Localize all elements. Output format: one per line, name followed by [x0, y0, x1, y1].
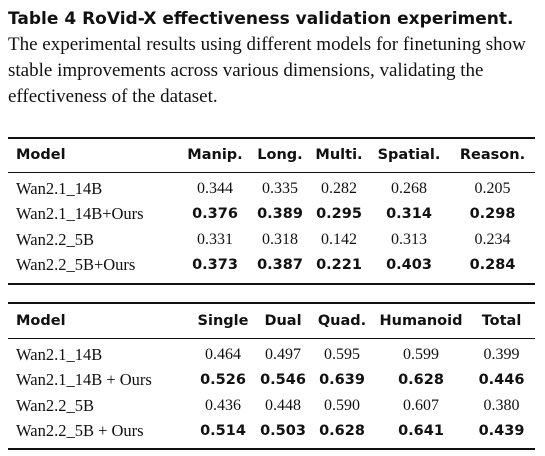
score-cell: 0.142 [321, 230, 357, 248]
score-cell: 0.628 [398, 372, 444, 389]
table1-header-model: Model [16, 147, 66, 163]
score-cell: 0.641 [398, 423, 444, 440]
table1-top-rule [8, 137, 535, 139]
score-cell: 0.595 [324, 345, 360, 363]
score-cell: 0.526 [200, 372, 246, 389]
table2-bottom-rule [8, 448, 535, 450]
table2-header-dual: Dual [264, 313, 302, 329]
table2-top-rule [8, 302, 535, 304]
score-cell: 0.313 [391, 230, 427, 248]
model-name-cell: Wan2.1_14B [16, 344, 103, 364]
table1-header-row: Model Manip. Long. Multi. Spatial. Reaso… [8, 142, 535, 168]
table1: Model Manip. Long. Multi. Spatial. Reaso… [8, 142, 535, 278]
score-cell: 0.380 [483, 396, 520, 414]
score-cell: 0.331 [197, 230, 233, 248]
score-cell: 0.387 [257, 257, 303, 274]
table1-header-long: Long. [257, 147, 303, 163]
table-row: Wan2.2_5B 0.436 0.448 0.590 0.607 0.380 [8, 393, 535, 419]
score-cell: 0.282 [321, 179, 357, 197]
score-cell: 0.439 [478, 423, 525, 440]
table-caption: Table 4 RoVid-X effectiveness validation… [8, 6, 538, 110]
table2: Model Single Dual Quad. Humanoid Total W… [8, 308, 535, 444]
table2-header-single: Single [197, 313, 249, 329]
table1-header-reason: Reason. [459, 147, 526, 163]
table2-header-total: Total [481, 313, 522, 329]
table1-header-spatial: Spatial. [377, 147, 441, 163]
score-cell: 0.298 [469, 206, 516, 223]
score-cell: 0.503 [260, 423, 306, 440]
model-name-cell: Wan2.1_14B + Ours [16, 370, 152, 390]
model-name-cell: Wan2.2_5B [16, 395, 94, 415]
score-cell: 0.403 [386, 257, 432, 274]
score-cell: 0.599 [403, 345, 439, 363]
score-cell: 0.628 [319, 423, 365, 440]
score-cell: 0.514 [200, 423, 246, 440]
table2-mid-rule [8, 338, 535, 339]
score-cell: 0.446 [478, 372, 525, 389]
score-cell: 0.436 [205, 396, 241, 414]
score-cell: 0.389 [257, 206, 303, 223]
model-name-cell: Wan2.2_5B + Ours [16, 421, 144, 441]
table1-mid-rule [8, 172, 535, 173]
table-row: Wan2.1_14B 0.464 0.497 0.595 0.599 0.399 [8, 334, 535, 368]
table-row: Wan2.2_5B 0.331 0.318 0.142 0.313 0.234 [8, 227, 535, 253]
table-row: Wan2.1_14B + Ours 0.526 0.546 0.639 0.628 0.4… [8, 368, 535, 394]
score-cell: 0.234 [474, 230, 511, 248]
caption-text: The experimental results using different… [8, 34, 526, 107]
score-cell: 0.448 [265, 396, 301, 414]
score-cell: 0.373 [192, 257, 238, 274]
table2-header-model: Model [16, 313, 66, 329]
score-cell: 0.639 [319, 372, 365, 389]
model-name-cell: Wan2.1_14B+Ours [16, 204, 144, 224]
score-cell: 0.497 [265, 345, 301, 363]
table1-header-manip: Manip. [187, 147, 243, 163]
score-cell: 0.205 [474, 179, 511, 197]
table2-header-row: Model Single Dual Quad. Humanoid Total [8, 308, 535, 334]
model-name-cell: Wan2.1_14B [16, 178, 103, 198]
score-cell: 0.607 [403, 396, 439, 414]
table-row: Wan2.2_5B+Ours 0.373 0.387 0.221 0.403 0.284 [8, 253, 535, 279]
score-cell: 0.590 [324, 396, 360, 414]
model-name-cell: Wan2.2_5B+Ours [16, 255, 136, 275]
table1-header-multi: Multi. [315, 147, 363, 163]
table2-header-quad: Quad. [317, 313, 367, 329]
table-row: Wan2.1_14B+Ours 0.376 0.389 0.295 0.314 0.298 [8, 202, 535, 228]
score-cell: 0.318 [262, 230, 298, 248]
caption-label: Table 4 RoVid-X effectiveness validation… [8, 9, 514, 29]
score-cell: 0.376 [192, 206, 238, 223]
table-row: Wan2.1_14B 0.344 0.335 0.282 0.268 0.205 [8, 168, 535, 202]
score-cell: 0.335 [262, 179, 298, 197]
score-cell: 0.344 [197, 179, 233, 197]
table1-bottom-rule [8, 283, 535, 285]
table2-header-humanoid: Humanoid [379, 313, 463, 329]
table-row: Wan2.2_5B + Ours 0.514 0.503 0.628 0.641 0.43… [8, 419, 535, 445]
score-cell: 0.546 [260, 372, 306, 389]
model-name-cell: Wan2.2_5B [16, 229, 94, 249]
score-cell: 0.314 [386, 206, 432, 223]
score-cell: 0.464 [205, 345, 241, 363]
score-cell: 0.295 [316, 206, 362, 223]
score-cell: 0.284 [469, 257, 516, 274]
score-cell: 0.268 [391, 179, 427, 197]
score-cell: 0.221 [316, 257, 362, 274]
score-cell: 0.399 [483, 345, 520, 363]
